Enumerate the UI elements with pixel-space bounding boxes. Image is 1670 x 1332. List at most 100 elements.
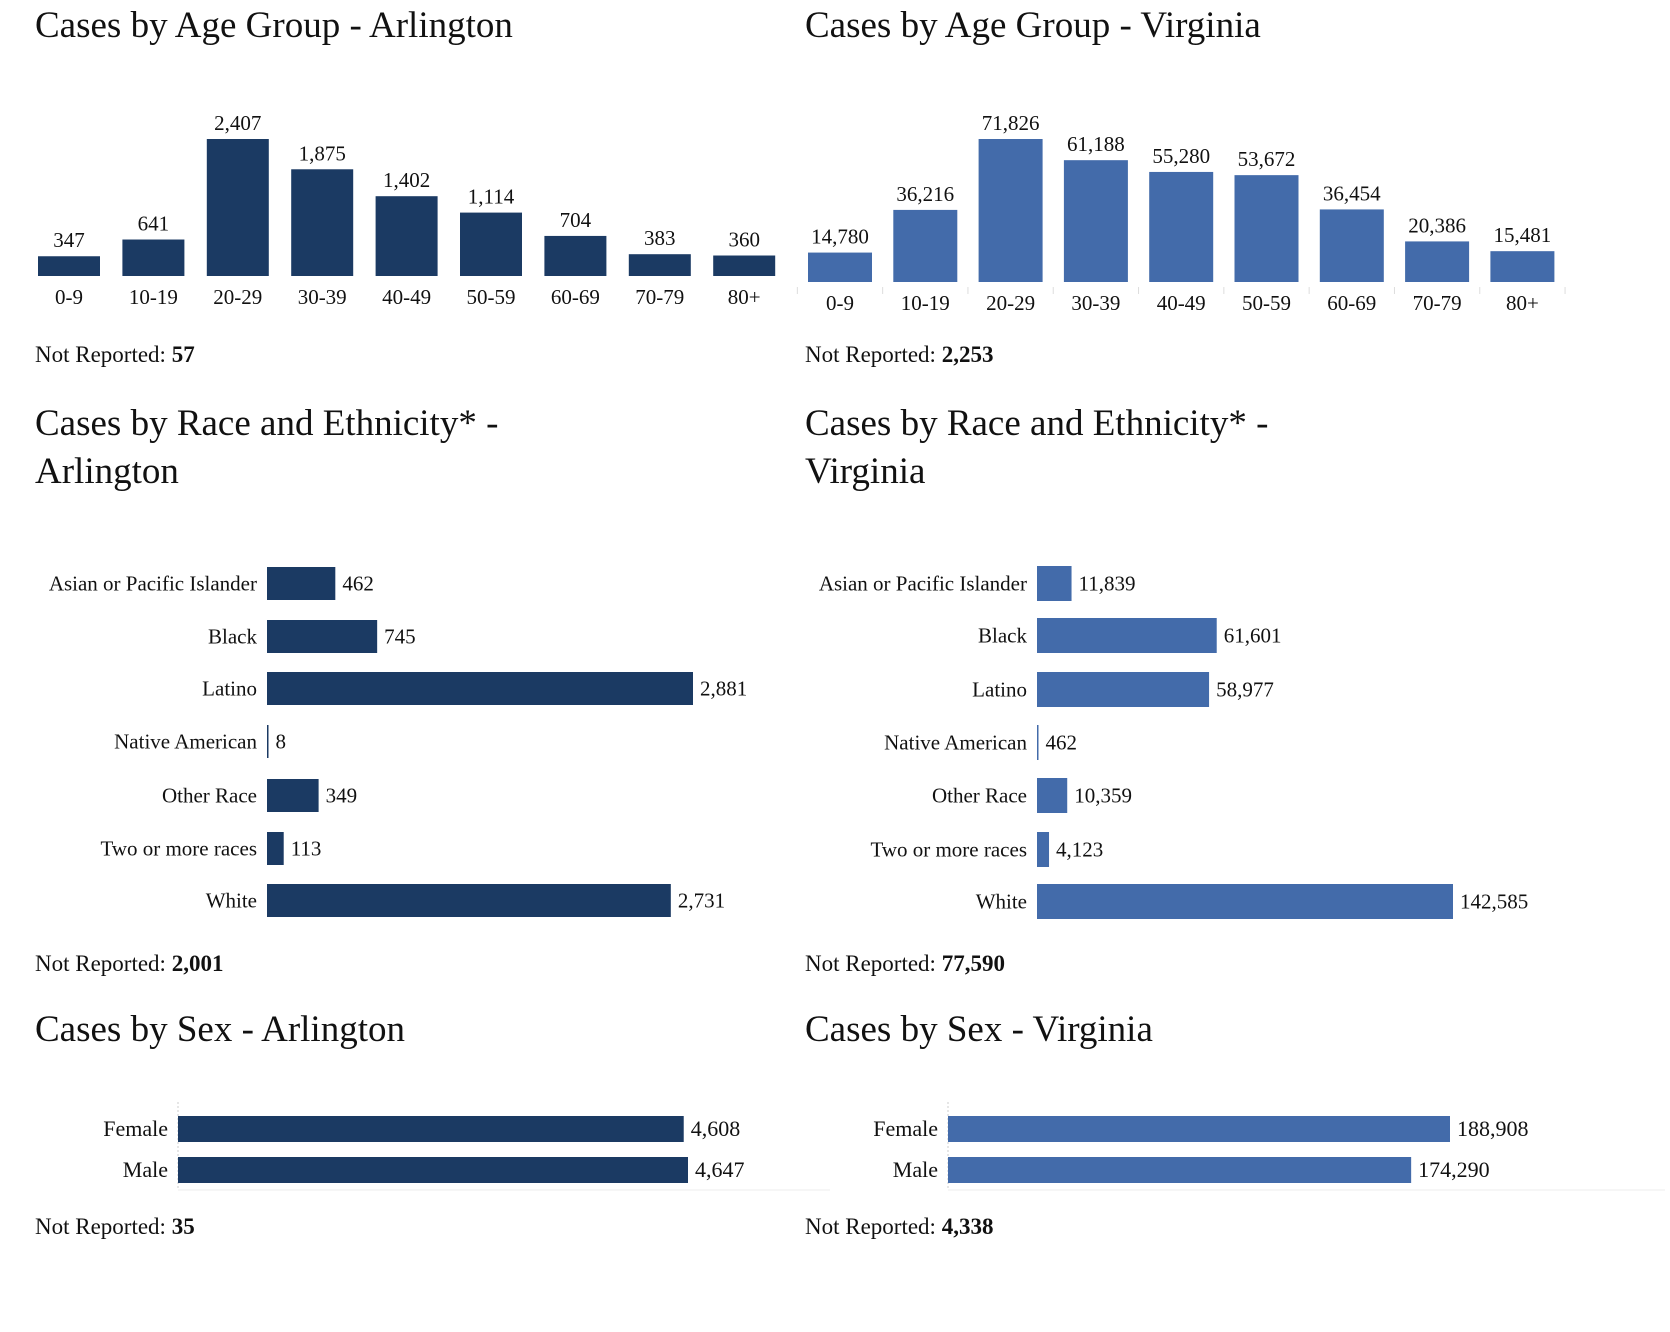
bar [1037, 725, 1039, 760]
not-reported-value: 77,590 [941, 951, 1005, 976]
bar [267, 672, 693, 705]
bar [460, 212, 522, 276]
not-reported-sex-virginia: Not Reported: 4,338 [805, 1214, 993, 1240]
x-tick-label: 30-39 [298, 285, 347, 309]
not-reported-value: 2,001 [171, 951, 224, 976]
bar [1490, 251, 1555, 282]
x-tick-label: 70-79 [635, 285, 684, 309]
bar [267, 884, 671, 917]
data-label: 4,123 [1056, 838, 1103, 862]
chart-race-virginia: 11,839 Asian or Pacific Islander 61,601 Bla… [819, 566, 1528, 919]
y-tick-label: Black [978, 624, 1027, 648]
not-reported-label: Not Reported: [35, 1214, 166, 1239]
data-label: 55,280 [1152, 144, 1210, 168]
data-label: 360 [728, 228, 760, 252]
x-tick-label: 40-49 [382, 285, 431, 309]
data-label: 14,780 [811, 225, 869, 249]
data-label: 188,908 [1457, 1116, 1529, 1141]
y-tick-label: Latino [202, 677, 257, 701]
x-tick-label: 0-9 [826, 291, 854, 315]
not-reported-age-virginia: Not Reported: 2,253 [805, 342, 993, 368]
bar [178, 1116, 684, 1142]
x-tick-label: 10-19 [901, 291, 950, 315]
bar [267, 832, 284, 865]
bar [628, 254, 691, 276]
data-label: 15,481 [1494, 223, 1552, 247]
bar [267, 779, 319, 812]
data-label: 745 [384, 625, 416, 649]
y-tick-label: Female [873, 1116, 938, 1141]
data-label: 1,402 [383, 168, 430, 192]
data-label: 174,290 [1418, 1157, 1490, 1182]
data-label: 142,585 [1460, 890, 1528, 914]
data-label: 36,216 [896, 182, 954, 206]
not-reported-sex-arlington: Not Reported: 35 [35, 1214, 195, 1240]
not-reported-label: Not Reported: [35, 951, 166, 976]
y-tick-label: Other Race [162, 784, 257, 808]
bar [122, 239, 185, 276]
not-reported-value: 4,338 [941, 1214, 994, 1239]
bar [1234, 175, 1299, 282]
y-tick-label: Native American [884, 731, 1027, 755]
chart-age-virginia: 14,780 0-9 36,216 10-19 71,826 20-29 61,188 30-… [796, 111, 1566, 315]
x-tick-label: 80+ [1506, 291, 1539, 315]
data-label: 704 [560, 208, 592, 232]
x-tick-label: 10-19 [129, 285, 178, 309]
bar [893, 209, 958, 282]
bar [1149, 171, 1214, 282]
x-tick-label: 50-59 [1242, 291, 1291, 315]
bar [206, 139, 269, 276]
x-tick-label: 40-49 [1157, 291, 1206, 315]
x-tick-label: 60-69 [1327, 291, 1376, 315]
data-label: 20,386 [1408, 213, 1466, 237]
bar [1319, 209, 1384, 282]
y-tick-label: White [976, 890, 1027, 914]
data-label: 113 [291, 837, 322, 861]
y-tick-label: Female [103, 1116, 168, 1141]
y-tick-label: Male [893, 1157, 938, 1182]
x-tick-label: 20-29 [986, 291, 1035, 315]
not-reported-age-arlington: Not Reported: 57 [35, 342, 195, 368]
title-line-1: Cases by Race and Ethnicity* - [35, 403, 499, 444]
bar [1037, 778, 1068, 813]
data-label: 347 [53, 228, 85, 252]
data-label: 462 [342, 572, 374, 596]
data-label: 58,977 [1216, 678, 1274, 702]
data-label: 349 [326, 784, 358, 808]
y-tick-label: White [206, 889, 257, 913]
data-label: 10,359 [1074, 784, 1132, 808]
data-label: 61,601 [1224, 624, 1282, 648]
data-label: 1,875 [299, 141, 346, 165]
bar [808, 252, 872, 282]
title-line-2: Arlington [35, 451, 179, 492]
title-text: Cases by Sex - Virginia [805, 1009, 1153, 1050]
not-reported-label: Not Reported: [805, 342, 936, 367]
x-tick-label: 30-39 [1071, 291, 1120, 315]
not-reported-value: 57 [171, 342, 195, 367]
chart-title-race-arlington: Cases by Race and Ethnicity* - Arlington [35, 400, 498, 496]
bar [1063, 160, 1128, 282]
data-label: 641 [138, 212, 170, 236]
title-text: Cases by Age Group - Virginia [805, 5, 1261, 46]
not-reported-label: Not Reported: [805, 951, 936, 976]
data-label: 4,608 [691, 1116, 741, 1141]
x-tick-label: 70-79 [1413, 291, 1462, 315]
y-tick-label: Two or more races [100, 837, 257, 861]
y-tick-label: Asian or Pacific Islander [819, 572, 1027, 596]
chart-title-race-virginia: Cases by Race and Ethnicity* - Virginia [805, 400, 1268, 496]
not-reported-value: 35 [171, 1214, 195, 1239]
chart-age-arlington: 347 0-9 641 10-19 2,407 20-29 1,875 30-39 1,402 4… [38, 111, 776, 309]
bar [1405, 241, 1470, 282]
title-text: Cases by Age Group - Arlington [35, 5, 513, 46]
data-label: 71,826 [982, 111, 1040, 135]
data-label: 53,672 [1238, 147, 1296, 171]
chart-title-sex-virginia: Cases by Sex - Virginia [805, 1006, 1153, 1054]
chart-race-arlington: 462 Asian or Pacific Islander 745 Black 2,88… [49, 567, 747, 917]
title-line-2: Virginia [805, 451, 926, 492]
bar [1037, 832, 1050, 867]
y-tick-label: Male [123, 1157, 168, 1182]
not-reported-race-arlington: Not Reported: 2,001 [35, 951, 223, 977]
title-text: Cases by Sex - Arlington [35, 1009, 405, 1050]
data-label: 2,407 [214, 111, 261, 135]
